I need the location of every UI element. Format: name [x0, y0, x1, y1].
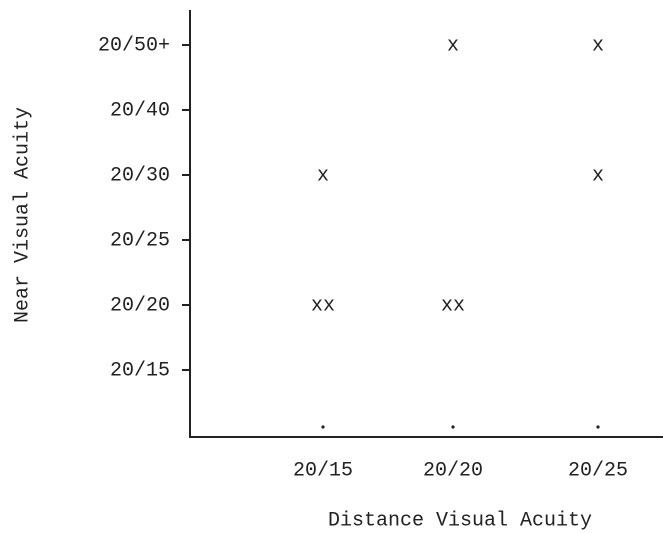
- point: x: [447, 34, 459, 57]
- y-tick-label: 20/20: [110, 294, 170, 317]
- x-tick: [321, 425, 325, 429]
- y-tick-label: 20/25: [110, 229, 170, 252]
- y-tick-label: 20/50+: [98, 34, 170, 57]
- y-tick-label: 20/30: [110, 164, 170, 187]
- x-tick: [596, 425, 600, 429]
- y-tick-label: 20/15: [110, 359, 170, 382]
- x-tick-label: 20/15: [293, 459, 353, 482]
- y-tick-label: 20/40: [110, 99, 170, 122]
- point: x: [592, 164, 604, 187]
- point: xx: [311, 294, 335, 317]
- point: x: [592, 34, 604, 57]
- x-tick-label: 20/25: [568, 459, 628, 482]
- point: xx: [441, 294, 465, 317]
- y-axis-label: Near Visual Acuity: [11, 107, 34, 323]
- x-tick: [451, 425, 455, 429]
- point: x: [317, 164, 329, 187]
- x-axis-label: Distance Visual Acuity: [328, 509, 592, 532]
- x-tick-label: 20/20: [423, 459, 483, 482]
